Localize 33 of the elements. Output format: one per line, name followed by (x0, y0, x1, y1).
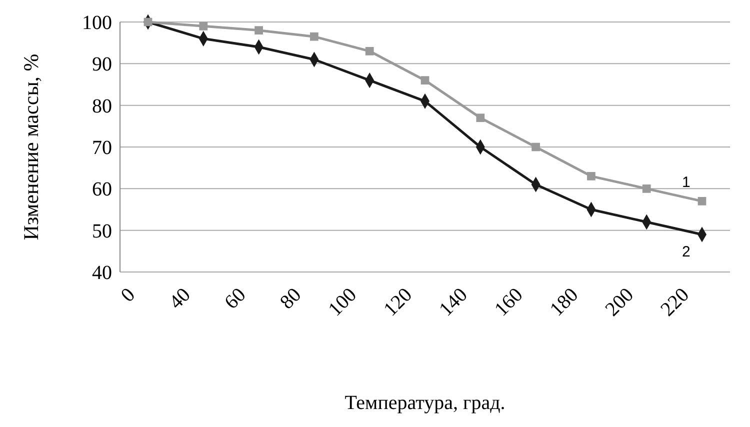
point (587, 172, 596, 180)
point (310, 32, 318, 41)
x-tick-label: 0 (116, 284, 140, 307)
x-tick-label: 220 (656, 284, 694, 321)
point (420, 76, 430, 85)
x-tick-label: 140 (435, 284, 472, 321)
series-label: 1 (682, 174, 690, 192)
x-tick-label: 40 (165, 284, 195, 314)
x-axis-title: Температура, град. (344, 392, 506, 414)
point (199, 22, 208, 30)
x-tick-label: 160 (490, 284, 528, 321)
point (476, 114, 485, 122)
y-tick-label: 40 (92, 262, 112, 284)
y-tick-label: 60 (92, 178, 112, 201)
x-tick-label: 100 (324, 284, 362, 321)
y-tick-label: 50 (92, 220, 112, 242)
point (365, 46, 374, 56)
x-tick-label: 120 (380, 284, 416, 321)
point (642, 184, 651, 193)
y-tick-label: 90 (92, 54, 112, 76)
x-tick-label: 60 (220, 284, 250, 314)
point (698, 196, 706, 206)
x-tick-label: 180 (546, 284, 583, 321)
y-tick-label: 70 (92, 137, 112, 159)
y-tick-label: 100 (82, 12, 112, 34)
point (254, 26, 263, 35)
y-tick-label: 80 (92, 95, 112, 118)
y-axis-title: Изменение массы, % (19, 54, 43, 240)
point (532, 142, 540, 152)
x-tick-label: 200 (601, 284, 638, 321)
point (144, 18, 152, 26)
series-label: 2 (682, 244, 690, 260)
x-tick-label: 80 (276, 284, 306, 314)
